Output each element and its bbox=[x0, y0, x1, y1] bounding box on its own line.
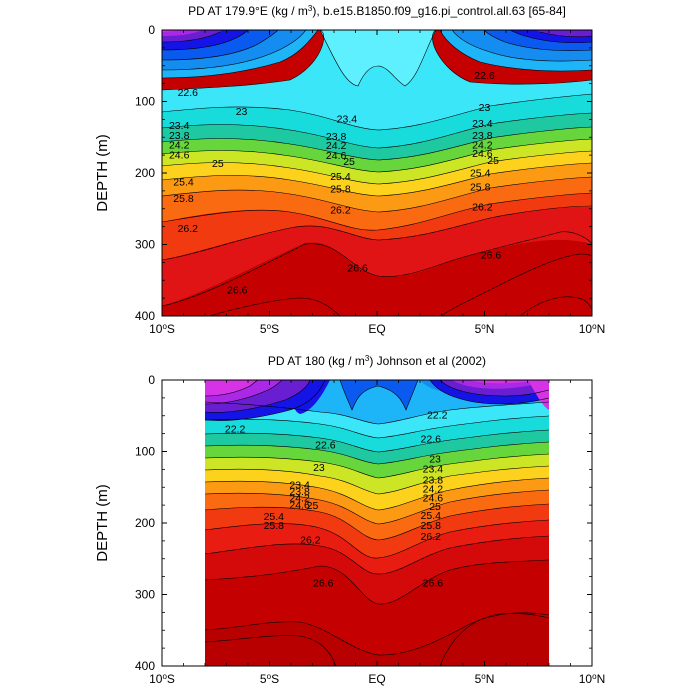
contour-label: 26.6 bbox=[481, 250, 502, 262]
contour-label: 22.6 bbox=[178, 87, 199, 99]
contour-label: 26.6 bbox=[313, 577, 334, 589]
contour-label: 23 bbox=[479, 102, 491, 114]
contour-label: 25.8 bbox=[470, 182, 491, 194]
contour-label: 23.4 bbox=[337, 114, 358, 126]
contour-label: 25.8 bbox=[421, 520, 442, 532]
contour-label: 22.6 bbox=[315, 439, 336, 451]
y-tick-label: 300 bbox=[135, 588, 155, 602]
contour-label: 24.2 bbox=[423, 484, 444, 496]
contour-label: 26.6 bbox=[347, 262, 368, 274]
contour-label: 26.2 bbox=[300, 534, 321, 546]
panel-title: PD AT 180 (kg / m3) Johnson et al (2002) bbox=[268, 354, 486, 369]
contour-label: 23.4 bbox=[423, 464, 444, 476]
contour-label: 22.2 bbox=[225, 424, 246, 436]
y-tick-label: 0 bbox=[148, 23, 155, 37]
y-tick-label: 200 bbox=[135, 166, 155, 180]
contour-label: 24.6 bbox=[169, 149, 190, 161]
contour-label: 25.4 bbox=[264, 511, 285, 523]
contour-label: 23.4 bbox=[472, 118, 493, 130]
contour-label: 25.4 bbox=[470, 167, 491, 179]
y-tick-label: 200 bbox=[135, 516, 155, 530]
x-tick-label: 10oS bbox=[149, 672, 175, 687]
contour-label: 24.2 bbox=[326, 140, 347, 152]
axes: 10oS 5oS EQ 5oN 10oN 0 100 200 300 400 bbox=[135, 373, 605, 686]
contour-label: 24.6 bbox=[326, 150, 347, 162]
x-tick-label: 5oN bbox=[475, 322, 495, 337]
contour-label: 25.8 bbox=[173, 193, 194, 205]
contour-label: 23 bbox=[429, 454, 441, 466]
y-tick-label: 100 bbox=[135, 445, 155, 459]
panel-model: PD AT 179.9°E (kg / m3), b.e15.B1850.f09… bbox=[94, 4, 605, 337]
y-axis-label: DEPTH (m) bbox=[94, 484, 111, 562]
y-tick-label: 400 bbox=[135, 309, 155, 323]
panel-title: PD AT 179.9°E (kg / m3), b.e15.B1850.f09… bbox=[188, 4, 566, 19]
contour-label: 25 bbox=[429, 501, 441, 513]
x-tick-label: 5oN bbox=[475, 672, 495, 687]
contour-label: 23.8 bbox=[169, 130, 190, 142]
contour-labels: 22.222.222.6 22.6232323.423.423.823.824.2… bbox=[225, 409, 448, 589]
contour-label: 23.8 bbox=[289, 486, 310, 498]
contour-label: 22.6 bbox=[421, 434, 442, 446]
contour-label: 24.2 bbox=[289, 492, 310, 504]
y-tick-label: 100 bbox=[135, 95, 155, 109]
contour-label: 23 bbox=[236, 106, 248, 118]
contour-label: 25.8 bbox=[264, 520, 285, 532]
y-tick-label: 0 bbox=[148, 373, 155, 387]
contour-label: 22.6 bbox=[474, 70, 495, 82]
contour-label: 26.2 bbox=[330, 204, 351, 216]
contour-label: 23.4 bbox=[289, 479, 310, 491]
contour-lines bbox=[162, 30, 592, 316]
contour-label: 26.2 bbox=[421, 531, 442, 543]
x-tick-label: EQ bbox=[368, 322, 385, 336]
contour-label: 24.6 bbox=[289, 499, 310, 511]
y-tick-label: 400 bbox=[135, 659, 155, 673]
contour-label: 23.8 bbox=[472, 130, 493, 142]
contour-label: 23.8 bbox=[326, 131, 347, 143]
contour-label: 22.2 bbox=[427, 409, 448, 421]
x-tick-label: 5oS bbox=[260, 322, 279, 337]
x-tick-label: 10oN bbox=[579, 322, 605, 337]
contour-label: 25 bbox=[487, 155, 499, 167]
contour-label: 23.8 bbox=[423, 474, 444, 486]
contour-label: 25 bbox=[343, 156, 355, 168]
contour-label: 23 bbox=[313, 462, 325, 474]
axes: 10oS 5oS EQ 5oN 10oN 0 100 200 300 400 bbox=[135, 23, 605, 336]
x-tick-label: EQ bbox=[368, 672, 385, 686]
contour-label: 26.2 bbox=[472, 202, 493, 214]
contour-label: 23.4 bbox=[169, 120, 190, 132]
contour-label: 25.4 bbox=[173, 177, 194, 189]
contour-label: 26.6 bbox=[423, 577, 444, 589]
contour-label: 24.6 bbox=[472, 148, 493, 160]
contour-label: 26.2 bbox=[178, 223, 199, 235]
contour-label: 25 bbox=[307, 500, 319, 512]
contour-fill: 22.222.222.6 22.6232323.423.423.823.824.2… bbox=[205, 380, 549, 666]
y-axis-label: DEPTH (m) bbox=[94, 134, 111, 212]
contour-label: 24.2 bbox=[169, 139, 190, 151]
contour-label: 25.8 bbox=[330, 184, 351, 196]
contour-label: 25 bbox=[212, 158, 224, 170]
x-tick-label: 10oS bbox=[149, 322, 175, 337]
panel-observations: PD AT 180 (kg / m3) Johnson et al (2002) bbox=[94, 354, 605, 687]
x-tick-label: 5oS bbox=[260, 672, 279, 687]
contour-label: 24.2 bbox=[472, 139, 493, 151]
y-tick-label: 300 bbox=[135, 238, 155, 252]
contour-label: 24.6 bbox=[423, 492, 444, 504]
contour-label: 26.6 bbox=[227, 285, 248, 297]
contour-label: 25.4 bbox=[330, 171, 351, 183]
contour-lines bbox=[205, 380, 549, 666]
contour-label: 25.4 bbox=[421, 510, 442, 522]
x-tick-label: 10oN bbox=[579, 672, 605, 687]
